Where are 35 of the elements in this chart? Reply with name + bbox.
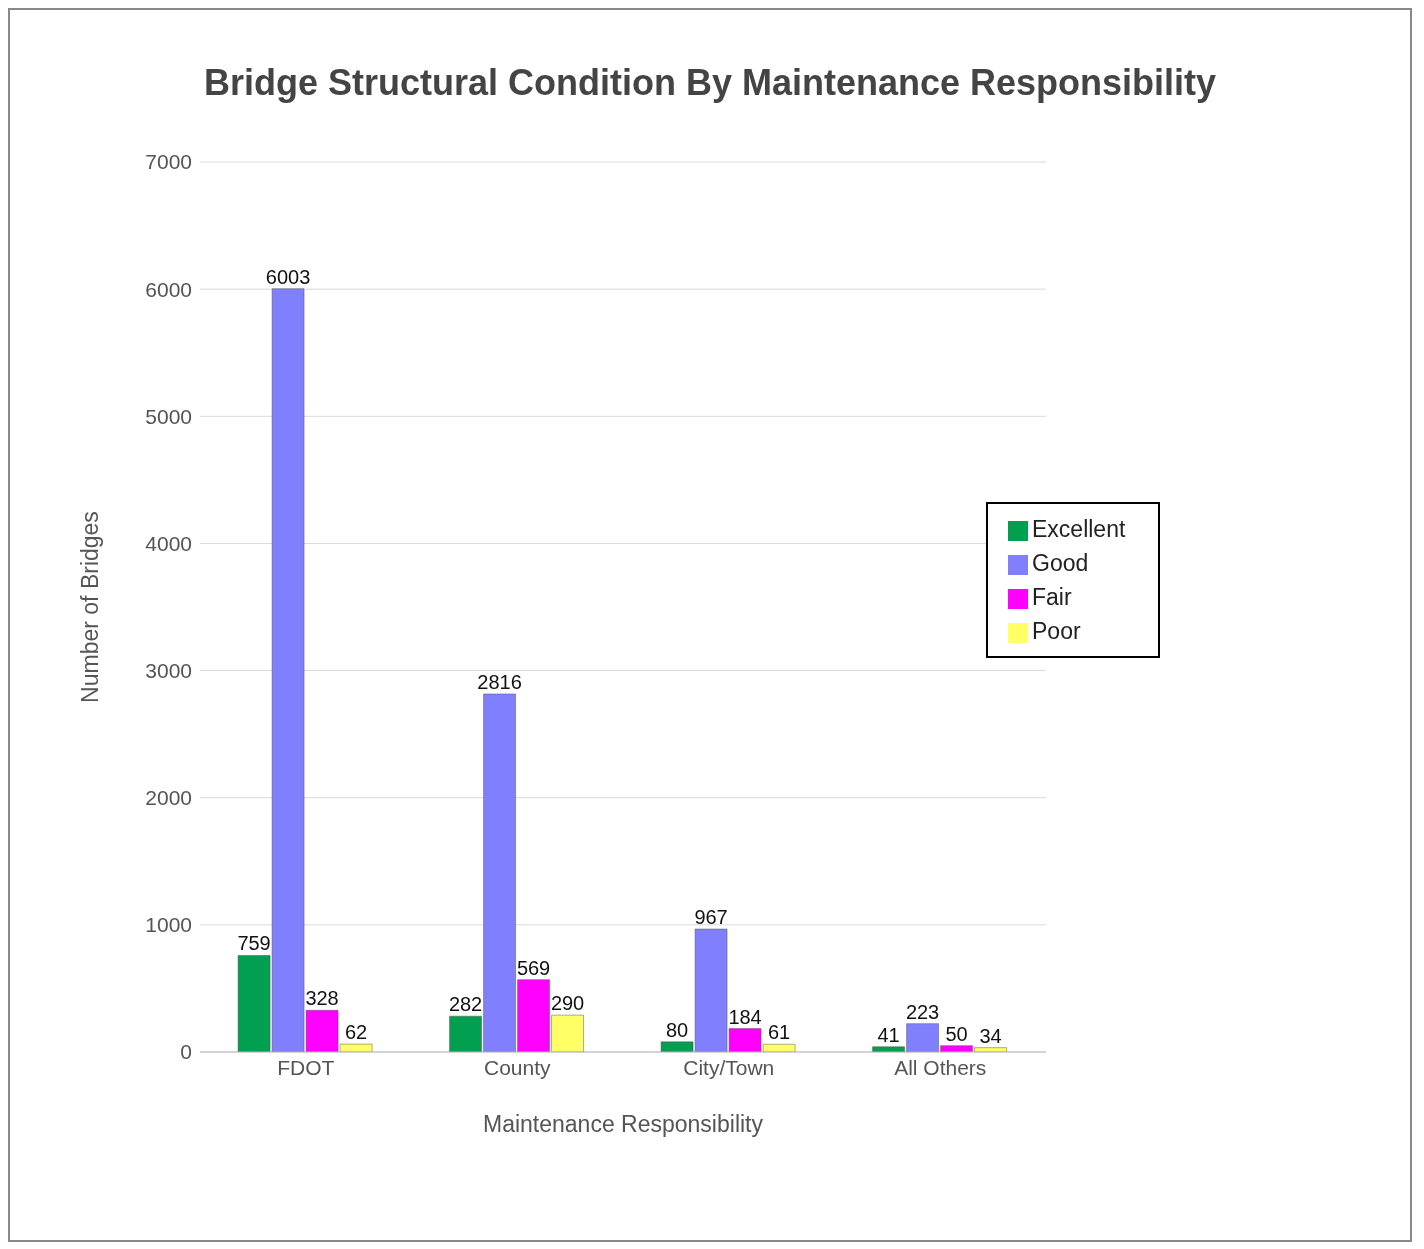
data-label: 62 xyxy=(344,1021,368,1044)
y-axis-title: Number of Bridges xyxy=(77,511,104,703)
data-label: 282 xyxy=(448,993,483,1016)
data-label: 80 xyxy=(665,1018,689,1041)
data-label: 759 xyxy=(237,932,271,955)
data-label: 34 xyxy=(979,1024,1002,1047)
y-tick-label: 1000 xyxy=(145,913,192,937)
x-tick-label: County xyxy=(483,1055,552,1079)
y-tick-label: 3000 xyxy=(145,659,192,683)
data-label: 290 xyxy=(550,992,585,1015)
data-label: 6003 xyxy=(265,265,311,288)
y-tick-label: 2000 xyxy=(145,786,192,810)
data-label: 50 xyxy=(945,1022,968,1045)
data-label: 569 xyxy=(516,956,551,979)
y-tick-label: 7000 xyxy=(145,150,192,174)
y-tick-label: 0 xyxy=(180,1040,192,1064)
data-label: 61 xyxy=(767,1021,791,1044)
data-label: 328 xyxy=(305,987,339,1010)
x-axis-title: Maintenance Responsibility xyxy=(483,1111,764,1137)
data-label: 223 xyxy=(905,1000,940,1023)
y-tick-label: 4000 xyxy=(145,531,192,555)
legend-label: Fair xyxy=(1032,584,1072,610)
data-label: 967 xyxy=(694,906,728,929)
x-tick-label: All Others xyxy=(894,1055,987,1079)
data-label: 184 xyxy=(728,1005,762,1028)
data-label: 41 xyxy=(877,1023,900,1046)
x-tick-label: FDOT xyxy=(277,1055,335,1079)
legend-label: Good xyxy=(1032,550,1089,576)
y-tick-label: 6000 xyxy=(145,277,192,301)
legend-label: Excellent xyxy=(1032,516,1126,542)
y-tick-label: 5000 xyxy=(145,404,192,428)
legend-label: Poor xyxy=(1032,618,1081,644)
data-label: 2816 xyxy=(477,670,522,693)
chart-title: Bridge Structural Condition By Maintenance Responsibility xyxy=(202,61,1218,105)
x-tick-label: City/Town xyxy=(683,1055,775,1079)
